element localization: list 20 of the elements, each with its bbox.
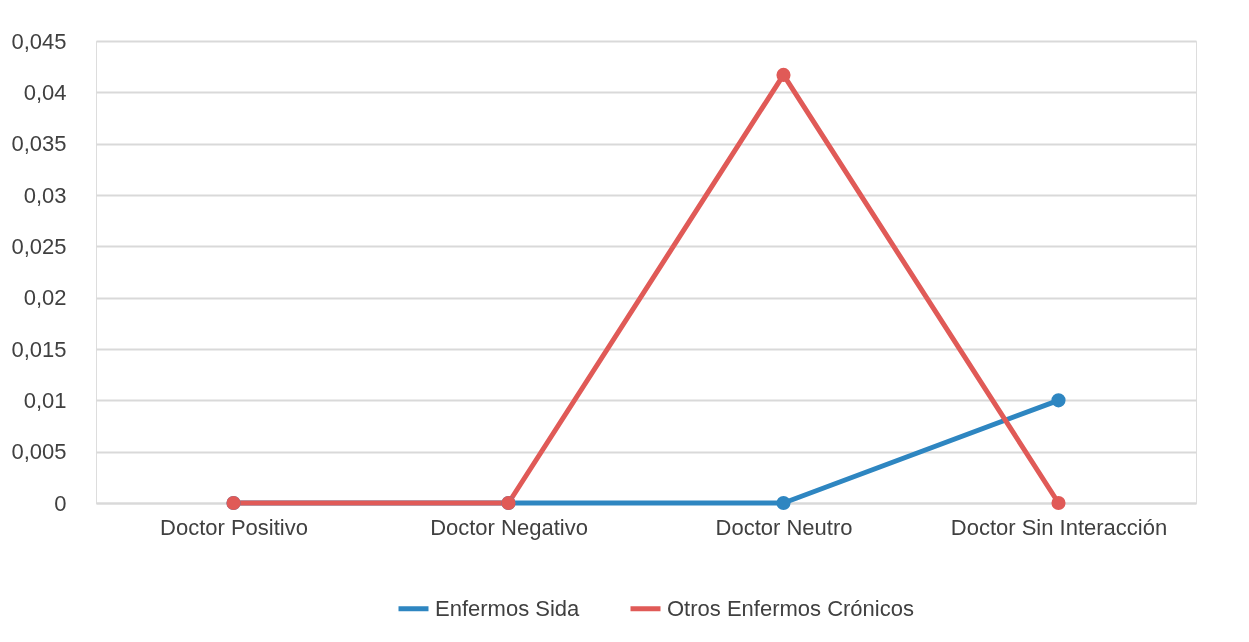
point (776, 67, 791, 82)
x-tick-label: Doctor Sin Interacción (950, 514, 1168, 540)
y-tick-label: 0,04 (23, 79, 67, 105)
legend-label: Otros Enfermos Crónicos (667, 595, 914, 621)
x-tick-label: Doctor Positivo (160, 514, 308, 540)
y-tick-label: 0,02 (23, 285, 67, 311)
y-tick-label: 0,03 (23, 182, 67, 208)
y-tick-label: 0,01 (23, 387, 67, 413)
point (776, 495, 791, 511)
y-tick-label: 0,015 (11, 336, 67, 362)
y-tick-label: 0,035 (11, 131, 67, 157)
y-tick-label: 0,025 (11, 233, 67, 259)
y-tick-label: 0 (54, 490, 67, 516)
point (1051, 393, 1066, 408)
legend-label: Enfermos Sida (435, 595, 581, 621)
x-tick-label: Doctor Neutro (715, 514, 853, 540)
x-tick-label: Doctor Negativo (430, 514, 588, 540)
point (1051, 495, 1066, 511)
y-tick-label: 0,045 (11, 28, 67, 54)
y-tick-label: 0,005 (11, 439, 67, 465)
